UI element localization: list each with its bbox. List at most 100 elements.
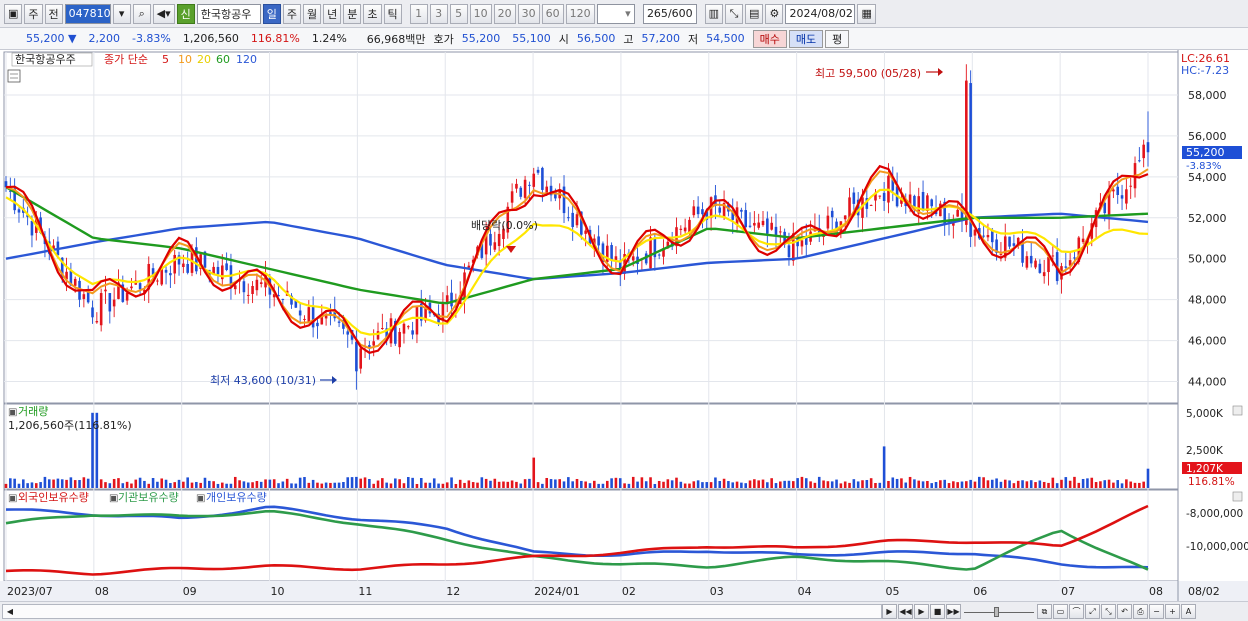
volume-bar bbox=[350, 477, 354, 488]
candle-body bbox=[108, 293, 112, 312]
candle-body bbox=[324, 314, 328, 319]
volume-bar bbox=[4, 483, 8, 488]
x-tick-label: 03 bbox=[710, 585, 724, 598]
volume-bar bbox=[744, 483, 747, 488]
tick-10-button[interactable]: 10 bbox=[469, 3, 492, 24]
high-annotation: 최고 59,500 (05/28) bbox=[815, 67, 921, 80]
layout-icon[interactable]: ▣ bbox=[4, 3, 23, 24]
chart-canvas[interactable]: 한국항공우주 종가 단순 5 10 20 60 120 LC:26.61 HC:… bbox=[0, 50, 1248, 601]
magnet-icon[interactable]: ⌒ bbox=[1069, 604, 1084, 619]
tick-30-button[interactable]: 30 bbox=[517, 3, 540, 24]
candle-body bbox=[290, 295, 293, 305]
volume-panel[interactable] bbox=[3, 403, 1179, 490]
hc-label: HC:-7.23 bbox=[1181, 64, 1229, 77]
tick-3-button[interactable]: 3 bbox=[429, 3, 448, 24]
undo-icon[interactable]: ↶ bbox=[1117, 604, 1132, 619]
x-tick-label: 08 bbox=[95, 585, 109, 598]
period-week-button[interactable]: 주 bbox=[282, 3, 302, 24]
period-day-button[interactable]: 일 bbox=[262, 3, 281, 24]
text-icon[interactable]: A bbox=[1181, 604, 1196, 619]
volume-bar bbox=[169, 483, 172, 488]
flat-button[interactable]: 평 bbox=[825, 29, 850, 48]
volume-bar bbox=[216, 483, 220, 488]
tick-5-button[interactable]: 5 bbox=[449, 3, 468, 24]
volume-bar bbox=[502, 481, 505, 488]
copy-icon[interactable]: ⧉ bbox=[1037, 604, 1052, 619]
zoom-out-icon[interactable]: − bbox=[1149, 604, 1164, 619]
holdings-panel-close-icon[interactable] bbox=[1232, 491, 1243, 502]
calendar-icon[interactable]: ▦ bbox=[857, 3, 876, 24]
candle-body bbox=[506, 206, 510, 233]
stock-code-input[interactable]: 047810 bbox=[64, 3, 111, 24]
custom-tick-select[interactable]: ▾ bbox=[596, 3, 635, 24]
horizontal-scrollbar[interactable]: ◀ bbox=[2, 604, 882, 619]
sound-icon[interactable]: ◀▾ bbox=[152, 3, 175, 24]
volume-bar bbox=[1003, 479, 1007, 488]
stop-icon[interactable]: ■ bbox=[930, 604, 945, 619]
volume-bar bbox=[900, 478, 903, 488]
period-tick-button[interactable]: 틱 bbox=[383, 3, 402, 24]
volume-bar bbox=[917, 480, 921, 488]
volume-bar bbox=[1086, 478, 1089, 488]
scroll-right-icon[interactable]: ▶ bbox=[882, 604, 897, 619]
chart-area[interactable]: 한국항공우주 종가 단순 5 10 20 60 120 LC:26.61 HC:… bbox=[0, 50, 1248, 601]
candle-body bbox=[246, 294, 250, 296]
zoom-out-range-icon[interactable]: ⤢ bbox=[1085, 604, 1100, 619]
scroll-left-icon[interactable]: ◀ bbox=[6, 607, 14, 616]
print-icon[interactable]: ⎙ bbox=[1133, 604, 1148, 619]
draw-tool-icon[interactable]: ⤡ bbox=[725, 3, 744, 24]
gear-icon[interactable]: ⚙ bbox=[765, 3, 784, 24]
volume-bar bbox=[39, 482, 42, 488]
volume-bar bbox=[653, 483, 657, 488]
candle-body bbox=[688, 219, 691, 233]
open-price: 56,500 bbox=[576, 32, 616, 45]
candle-body bbox=[610, 245, 613, 260]
window-icon[interactable]: ▭ bbox=[1053, 604, 1068, 619]
volume-bar bbox=[670, 480, 674, 488]
volume-bar bbox=[208, 480, 211, 488]
table-icon[interactable] bbox=[7, 69, 21, 83]
tick-120-button[interactable]: 120 bbox=[565, 3, 595, 24]
period-year-button[interactable]: 년 bbox=[323, 3, 342, 24]
volume-panel-close-icon[interactable] bbox=[1232, 405, 1243, 416]
x-tick-label: 05 bbox=[885, 585, 899, 598]
code-dropdown-icon[interactable]: ▾ bbox=[112, 3, 131, 24]
candle-body bbox=[774, 226, 778, 235]
candle-body bbox=[52, 245, 55, 250]
sell-button[interactable]: 매도 bbox=[788, 29, 824, 48]
toolbar: ▣ 주 전 047810 ▾ ⌕ ◀▾ 신 한국항공우 일 주 월 년 분 초 … bbox=[0, 0, 1248, 28]
candle-body bbox=[852, 192, 856, 204]
zoom-in-icon[interactable]: + bbox=[1165, 604, 1180, 619]
rewind-icon[interactable]: ◀◀ bbox=[898, 604, 913, 619]
date-input[interactable]: 2024/08/02 bbox=[785, 3, 856, 24]
period-second-button[interactable]: 초 bbox=[363, 3, 382, 24]
volume-bar bbox=[411, 477, 414, 488]
volume-bar bbox=[701, 482, 704, 488]
fast-forward-icon[interactable]: ▶▶ bbox=[946, 604, 961, 619]
buy-button[interactable]: 매수 bbox=[752, 29, 787, 48]
candle-body bbox=[856, 199, 860, 216]
x-tick-label: 04 bbox=[798, 585, 812, 598]
candle-body bbox=[30, 220, 34, 236]
tick-20-button[interactable]: 20 bbox=[493, 3, 516, 24]
tick-60-button[interactable]: 60 bbox=[541, 3, 564, 24]
tick-1-button[interactable]: 1 bbox=[409, 3, 428, 24]
candle-body bbox=[130, 286, 133, 289]
search-icon[interactable]: ⌕ bbox=[132, 3, 151, 24]
save-icon[interactable]: ▤ bbox=[745, 3, 764, 24]
period-month-button[interactable]: 월 bbox=[303, 3, 322, 24]
prev-button[interactable]: 전 bbox=[44, 3, 63, 24]
zoom-in-range-icon[interactable]: ⤡ bbox=[1101, 604, 1116, 619]
volume-bar bbox=[995, 478, 998, 488]
zoom-slider[interactable] bbox=[964, 606, 1034, 618]
volume-bar bbox=[104, 482, 107, 488]
period-type-button[interactable]: 주 bbox=[24, 3, 43, 24]
volume-bar bbox=[190, 482, 194, 488]
candle-body bbox=[541, 167, 544, 190]
svg-text:▣: ▣ bbox=[109, 493, 118, 504]
volume-bar bbox=[259, 481, 263, 488]
period-minute-button[interactable]: 분 bbox=[343, 3, 362, 24]
play-icon[interactable]: ▶ bbox=[914, 604, 929, 619]
count-input[interactable]: 265/600 bbox=[642, 3, 697, 24]
chart-type-icon[interactable]: ▥ bbox=[704, 3, 724, 24]
